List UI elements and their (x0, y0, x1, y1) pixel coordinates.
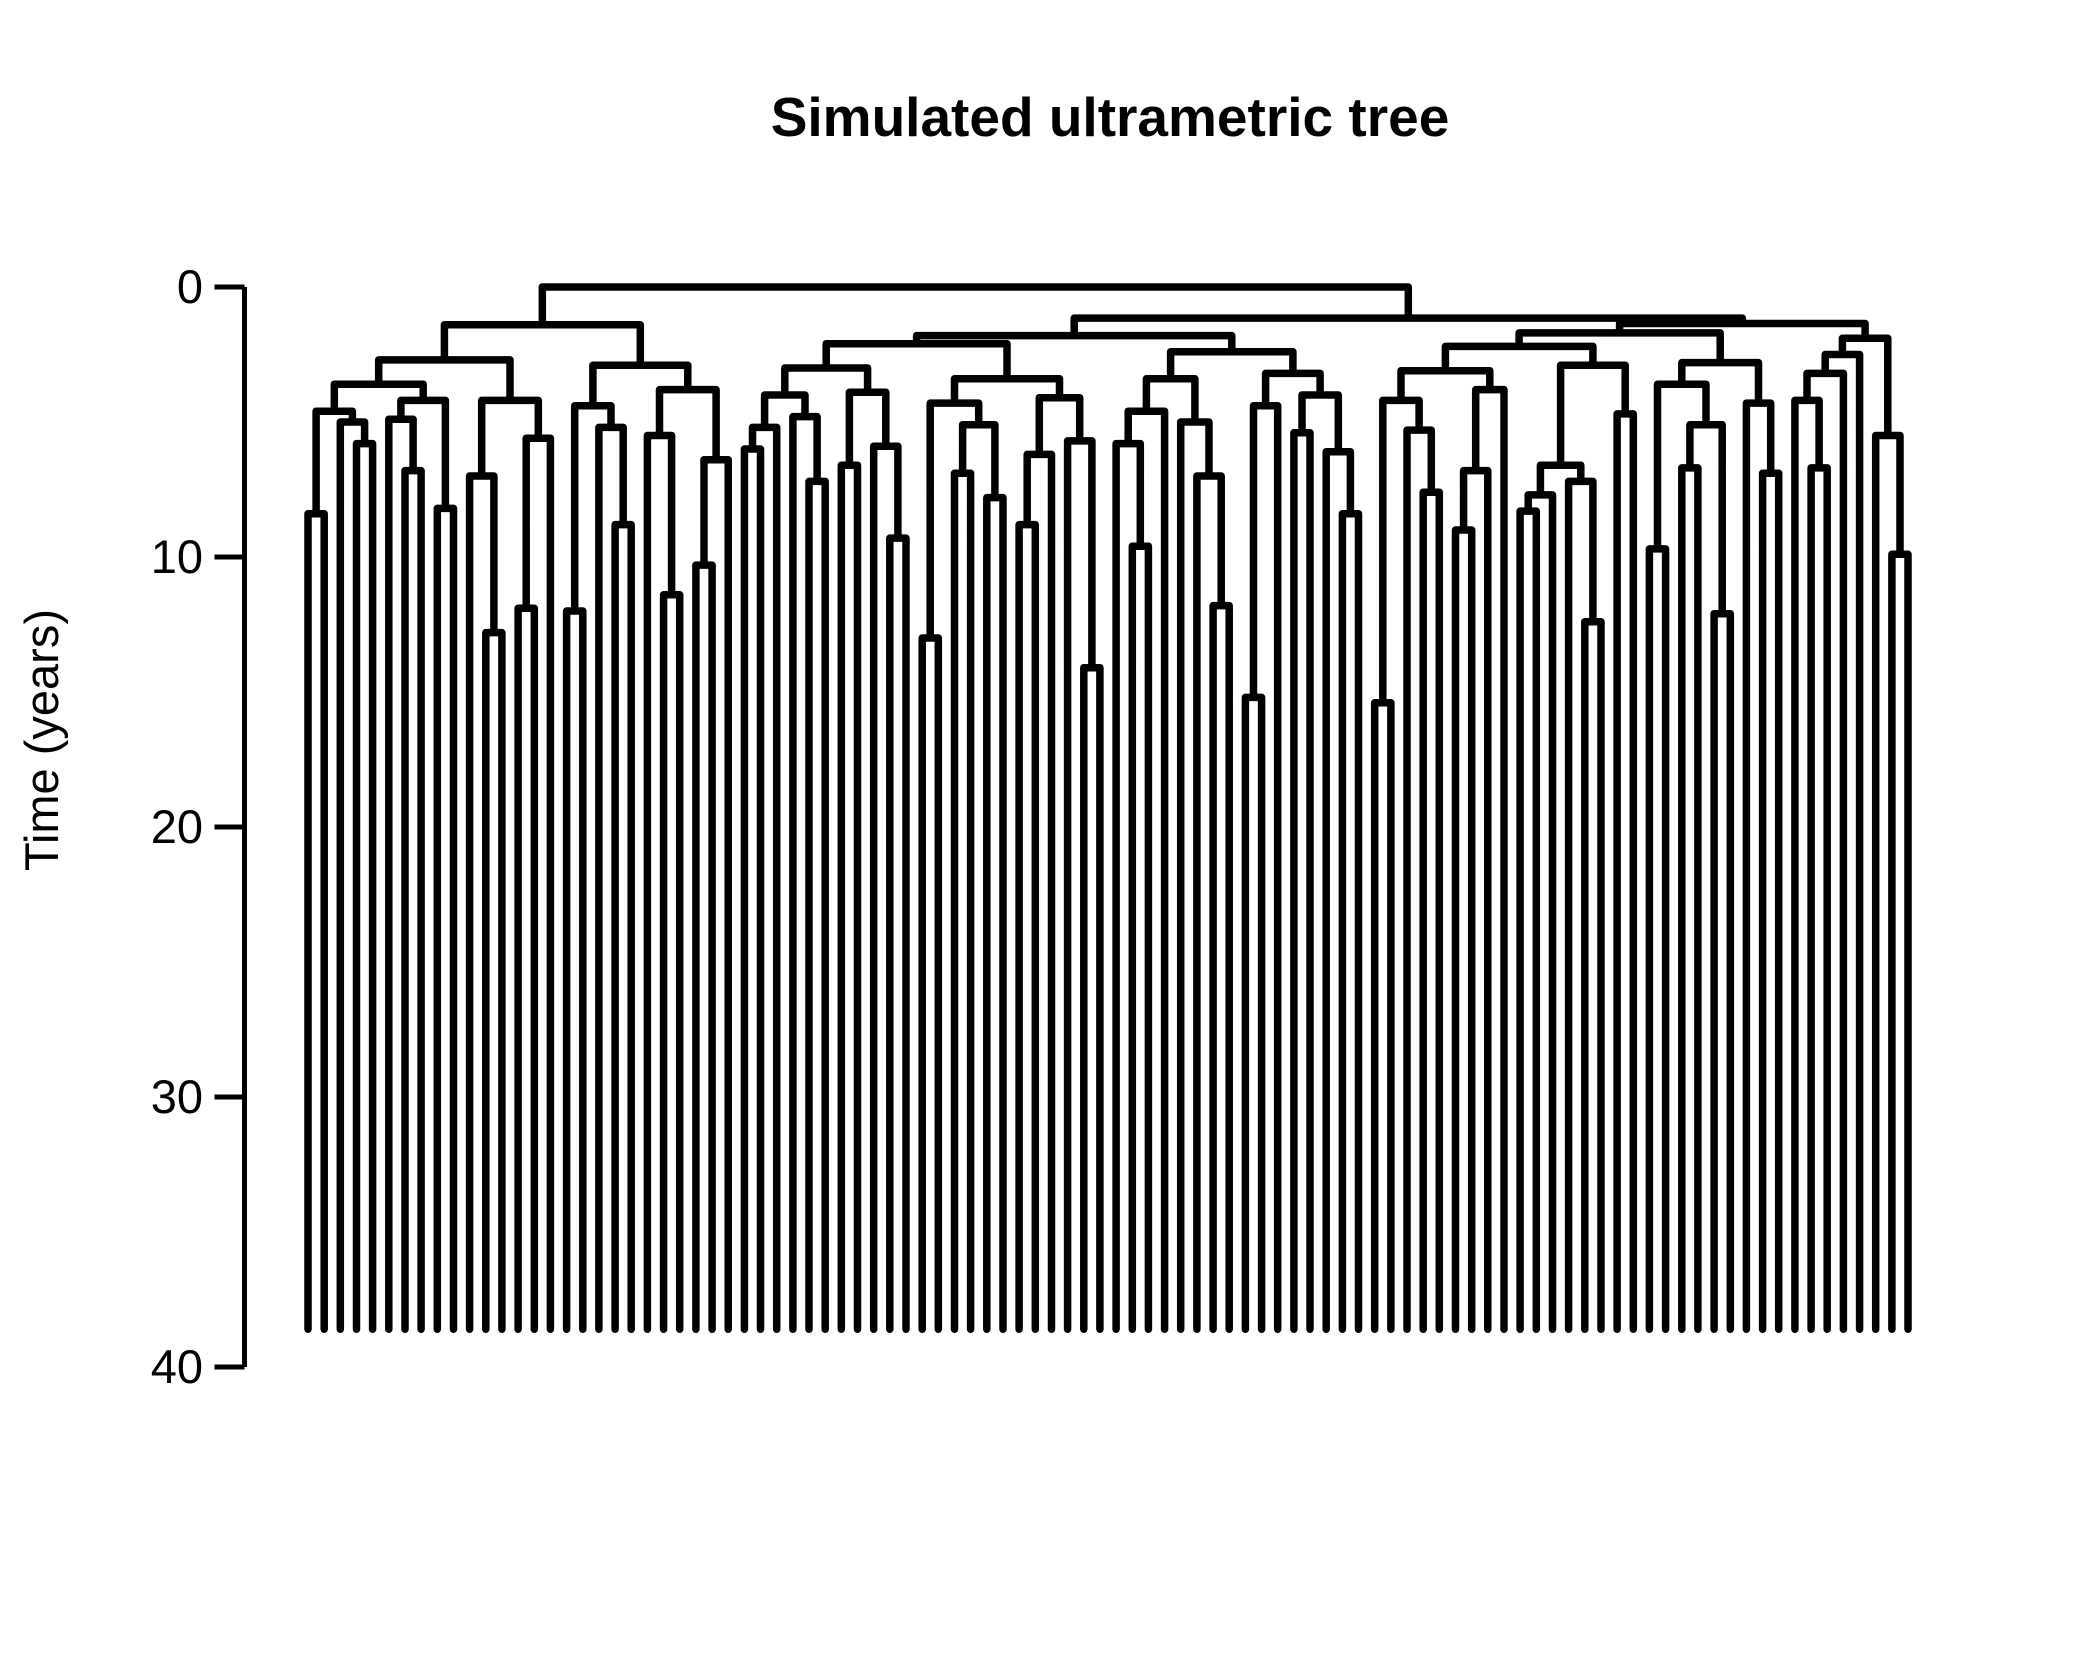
y-tick-label-30: 30 (151, 1070, 203, 1123)
y-tick-label-40: 40 (151, 1340, 203, 1393)
y-axis (214, 284, 247, 1370)
dendrogram-edges (304, 283, 1912, 1333)
chart-title: Simulated ultrametric tree (771, 86, 1450, 148)
y-tick-label-20: 20 (151, 800, 203, 853)
y-axis-tick-labels: 0 10 20 30 40 (151, 260, 203, 1393)
y-axis-label: Time (years) (15, 609, 68, 871)
y-tick-label-10: 10 (151, 530, 203, 583)
y-tick-label-0: 0 (177, 260, 203, 313)
